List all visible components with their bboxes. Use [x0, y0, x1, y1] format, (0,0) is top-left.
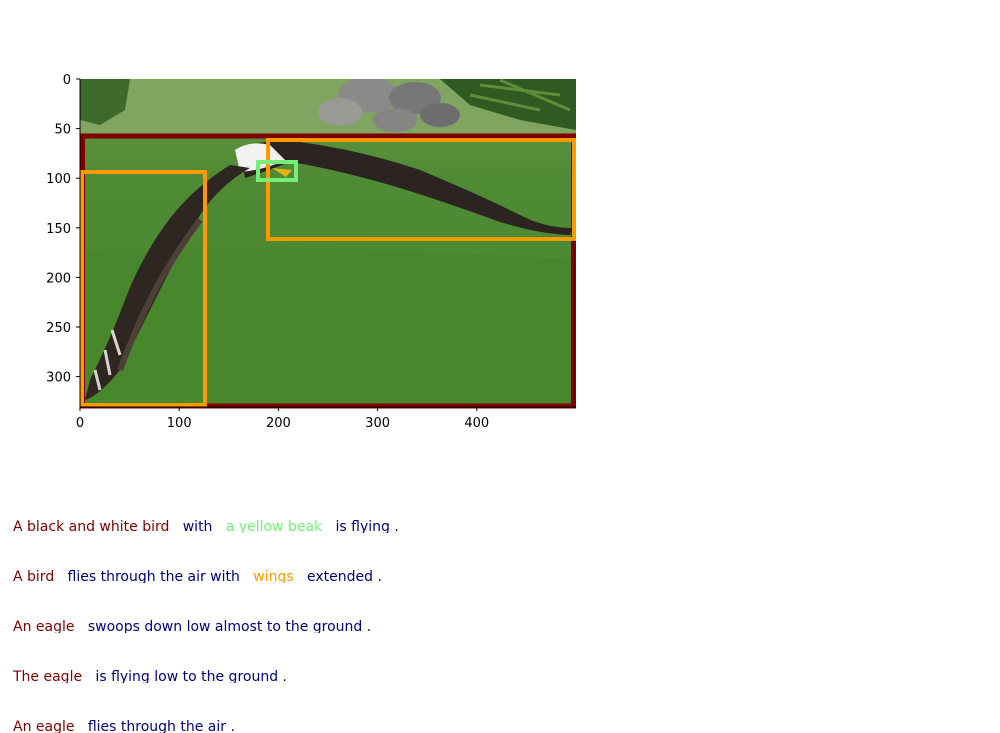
caption-segment: extended .	[293, 569, 382, 583]
caption-segment: The eagle	[13, 669, 83, 683]
caption-segment: a yellow beak	[212, 519, 323, 533]
caption-line: An eagle swoops down low almost to the g…	[13, 618, 371, 633]
bbox-wing-left	[80, 170, 207, 407]
y-tick-label: 0	[63, 73, 71, 88]
x-tick-label: 100	[167, 416, 192, 431]
y-tick-label: 50	[54, 123, 71, 138]
photo	[80, 79, 576, 407]
caption-segment: is flying low to the ground .	[82, 669, 287, 683]
y-tick-label: 150	[46, 222, 71, 237]
y-tick-label: 300	[46, 371, 71, 386]
caption-segment: wings	[239, 569, 294, 583]
caption-segment: is flying .	[322, 519, 399, 533]
caption-segment: A black and white bird	[13, 519, 170, 533]
caption-line: An eagle flies through the air .	[13, 718, 235, 733]
annotated-image-figure: 0 100 200 300 400 0 50 100 150 200 250 300	[46, 73, 576, 431]
y-tick-label: 100	[46, 172, 71, 187]
bbox-beak	[256, 160, 298, 182]
caption-line: The eagle is flying low to the ground .	[13, 668, 287, 683]
y-tick-label: 200	[46, 271, 71, 286]
caption-segment: A bird	[13, 569, 55, 583]
x-tick-label: 400	[464, 416, 489, 431]
caption-segment: with	[169, 519, 213, 533]
y-tick-label: 250	[46, 321, 71, 336]
caption-segment: An eagle	[13, 619, 75, 633]
bounding-boxes	[80, 133, 576, 409]
axis-ticks: 0 100 200 300 400 0 50 100 150 200 250 300	[46, 73, 489, 431]
x-tick-label: 200	[266, 416, 291, 431]
axes	[79, 79, 576, 408]
caption-segment: An eagle	[13, 719, 75, 733]
x-tick-label: 300	[365, 416, 390, 431]
x-tick-label: 0	[76, 416, 84, 431]
caption-line: A bird flies through the air with wings …	[13, 568, 382, 583]
caption-line: A black and white bird with a yellow bea…	[13, 518, 399, 533]
caption-segment: flies through the air .	[74, 719, 235, 733]
bbox-wing-right	[266, 138, 576, 241]
caption-segment: swoops down low almost to the ground .	[74, 619, 372, 633]
caption-segment: flies through the air with	[54, 569, 240, 583]
